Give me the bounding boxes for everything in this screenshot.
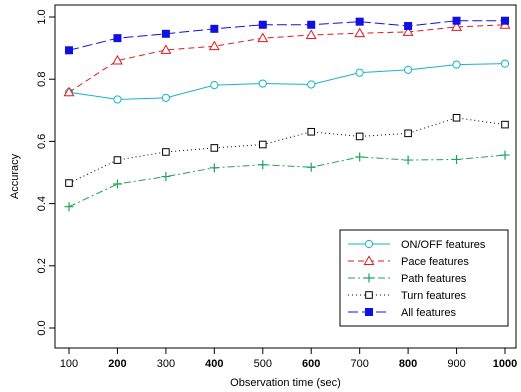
data-point: [64, 202, 74, 212]
data-point: [355, 17, 364, 26]
series-0: [64, 59, 510, 104]
data-point: [501, 120, 509, 129]
data-point: [112, 179, 122, 189]
legend: ON/OFF features Pace features Path feature…: [339, 229, 509, 327]
x-tick-label: 600: [302, 358, 320, 370]
data-point: [113, 34, 122, 43]
data-point: [162, 148, 170, 156]
data-point: [452, 113, 461, 122]
data-point: [113, 95, 122, 104]
series-1: [63, 19, 511, 97]
legend-label: ON/OFF features: [401, 239, 486, 251]
data-point: [65, 179, 73, 187]
data-point: [258, 160, 268, 170]
series-4: [65, 16, 509, 55]
series-2: [64, 150, 510, 212]
legend-item: Pace features: [348, 255, 469, 268]
plot-frame: [54, 4, 517, 349]
legend-marker: [364, 273, 374, 283]
data-point: [404, 129, 412, 138]
x-tick-label: 900: [447, 358, 465, 370]
data-point: [451, 21, 463, 31]
data-point: [404, 22, 413, 31]
data-point: [355, 132, 364, 141]
x-axis-title: Observation time (sec): [230, 377, 341, 389]
data-point: [500, 59, 510, 68]
x-tick-label: 800: [399, 358, 417, 370]
legend-marker: [365, 291, 373, 299]
y-axis: 0.0 0.2 0.4 0.6 0.8 1.0: [36, 9, 55, 336]
series-3: [65, 113, 509, 187]
x-axis: 100 200 300 400 500 600 700 800 900 1000: [60, 348, 517, 370]
series-line: [68, 24, 506, 93]
legend-label: Path features: [401, 273, 467, 285]
legend-marker: [365, 308, 373, 316]
data-point: [258, 140, 267, 149]
data-point: [306, 162, 316, 172]
legend-item: Turn features: [348, 290, 467, 302]
series-layer: [63, 16, 511, 212]
data-point: [500, 150, 510, 160]
x-tick-label: 500: [254, 358, 272, 370]
data-point: [501, 16, 509, 25]
data-point: [307, 80, 316, 89]
data-point: [258, 79, 267, 88]
data-point: [161, 172, 171, 182]
data-point: [161, 29, 170, 38]
y-tick-label: 0.8: [36, 72, 48, 87]
y-tick-label: 0.2: [36, 258, 48, 273]
x-tick-label: 1000: [493, 358, 517, 370]
data-point: [208, 40, 220, 51]
data-point: [305, 29, 317, 39]
legend-label: Pace features: [401, 256, 469, 268]
data-point: [355, 68, 364, 77]
legend-marker: [363, 255, 375, 265]
data-point: [160, 44, 172, 54]
y-axis-title: Accuracy: [9, 153, 21, 199]
y-tick-label: 1.0: [36, 9, 48, 24]
data-point: [355, 152, 365, 162]
data-point: [210, 24, 219, 33]
series-line: [68, 117, 506, 184]
data-point: [210, 81, 219, 90]
data-point: [257, 32, 269, 43]
data-point: [452, 16, 461, 25]
data-point: [113, 156, 122, 164]
x-tick-label: 700: [350, 358, 368, 370]
y-tick-label: 0.6: [36, 134, 48, 149]
data-point: [403, 155, 413, 165]
x-tick-label: 100: [60, 358, 78, 370]
data-point: [307, 127, 316, 136]
legend-item: All features: [348, 307, 457, 319]
data-point: [161, 93, 170, 102]
series-line: [68, 20, 505, 51]
data-point: [452, 60, 461, 69]
data-point: [111, 54, 123, 65]
legend-item: ON/OFF features: [348, 239, 486, 251]
data-point: [210, 144, 219, 152]
data-point: [402, 26, 414, 36]
data-point: [307, 20, 316, 29]
legend-label: Turn features: [401, 290, 467, 302]
x-tick-label: 400: [205, 358, 223, 370]
data-point: [452, 154, 462, 164]
y-tick-label: 0.4: [36, 196, 48, 211]
legend-marker: [364, 239, 374, 249]
data-point: [63, 86, 75, 97]
x-tick-label: 300: [157, 358, 175, 370]
data-point: [404, 65, 413, 74]
data-point: [354, 27, 366, 38]
data-point: [209, 163, 219, 173]
data-point: [258, 20, 267, 29]
data-point: [65, 46, 73, 55]
legend-label: All features: [401, 307, 457, 319]
y-tick-label: 0.0: [36, 320, 48, 335]
x-tick-label: 200: [108, 358, 126, 370]
series-line: [68, 63, 506, 100]
series-line: [68, 154, 506, 208]
legend-item: Path features: [348, 273, 467, 285]
